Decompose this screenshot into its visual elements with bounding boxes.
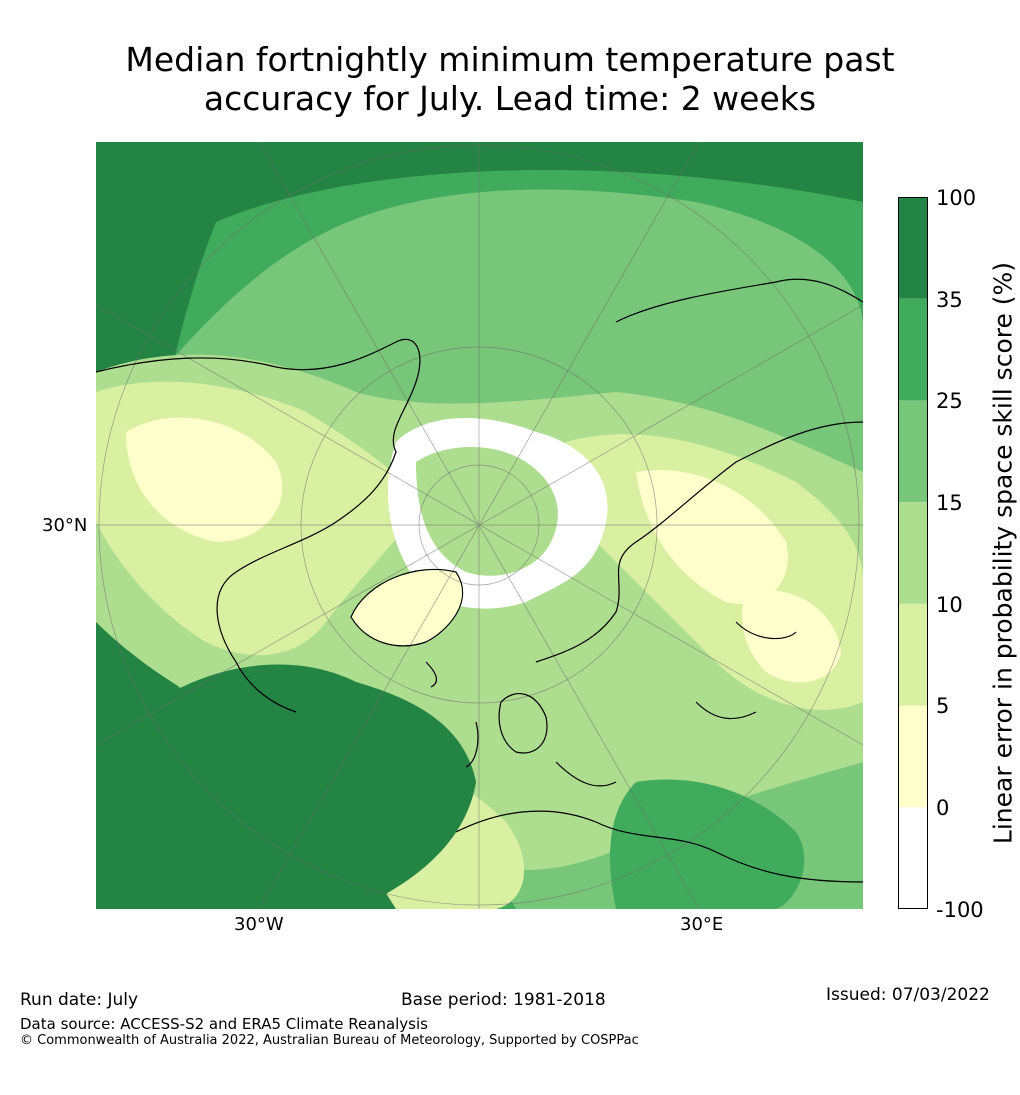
map-title: Median fortnightly minimum temperature p… <box>0 40 1020 118</box>
colorbar-swatch <box>898 807 928 909</box>
map-canvas <box>96 142 863 909</box>
colorbar-tick-10: 10 <box>936 593 963 617</box>
colorbar-label: Linear error in probability space skill … <box>988 261 1018 845</box>
data-source: Data source: ACCESS-S2 and ERA5 Climate … <box>20 1015 428 1033</box>
colorbar-tick-35: 35 <box>936 288 963 312</box>
copyright: © Commonwealth of Australia 2022, Austra… <box>20 1033 639 1048</box>
field-0-5-a <box>126 417 283 542</box>
colorbar-tick-minus100: -100 <box>936 898 984 922</box>
colorbar-swatch <box>898 298 928 401</box>
colorbar-swatch <box>898 603 928 706</box>
run-date: Run date: July <box>20 990 139 1010</box>
colorbar <box>898 197 928 909</box>
title-line-2: accuracy for July. Lead time: 2 weeks <box>203 79 817 118</box>
graticule <box>96 142 863 909</box>
issued-date: Issued: 07/03/2022 <box>826 985 990 1005</box>
base-period: Base period: 1981-2018 <box>401 990 606 1010</box>
colorbar-tick-5: 5 <box>936 694 950 718</box>
field-greenland <box>351 569 463 646</box>
colorbar-swatch <box>898 705 928 808</box>
title-line-1: Median fortnightly minimum temperature p… <box>125 40 895 79</box>
colorbar-swatches <box>898 197 928 909</box>
lon-label-30w: 30°W <box>234 914 284 935</box>
colorbar-tick-100: 100 <box>936 186 977 210</box>
field-atlantic <box>96 664 476 909</box>
field-med <box>610 779 805 909</box>
lon-label-30e: 30°E <box>680 914 724 935</box>
skill-score-map <box>96 142 863 909</box>
colorbar-swatch <box>898 197 928 299</box>
colorbar-tick-25: 25 <box>936 389 963 413</box>
colorbar-swatch <box>898 502 928 604</box>
colorbar-swatch <box>898 400 928 503</box>
field-0-5-c <box>742 590 841 683</box>
field-0-5-b <box>636 470 788 604</box>
coastlines <box>96 278 863 883</box>
colorbar-border <box>898 197 928 909</box>
colorbar-tick-0: 0 <box>936 796 950 820</box>
lat-label-30n: 30°N <box>42 515 88 536</box>
colorbar-tick-15: 15 <box>936 491 963 515</box>
